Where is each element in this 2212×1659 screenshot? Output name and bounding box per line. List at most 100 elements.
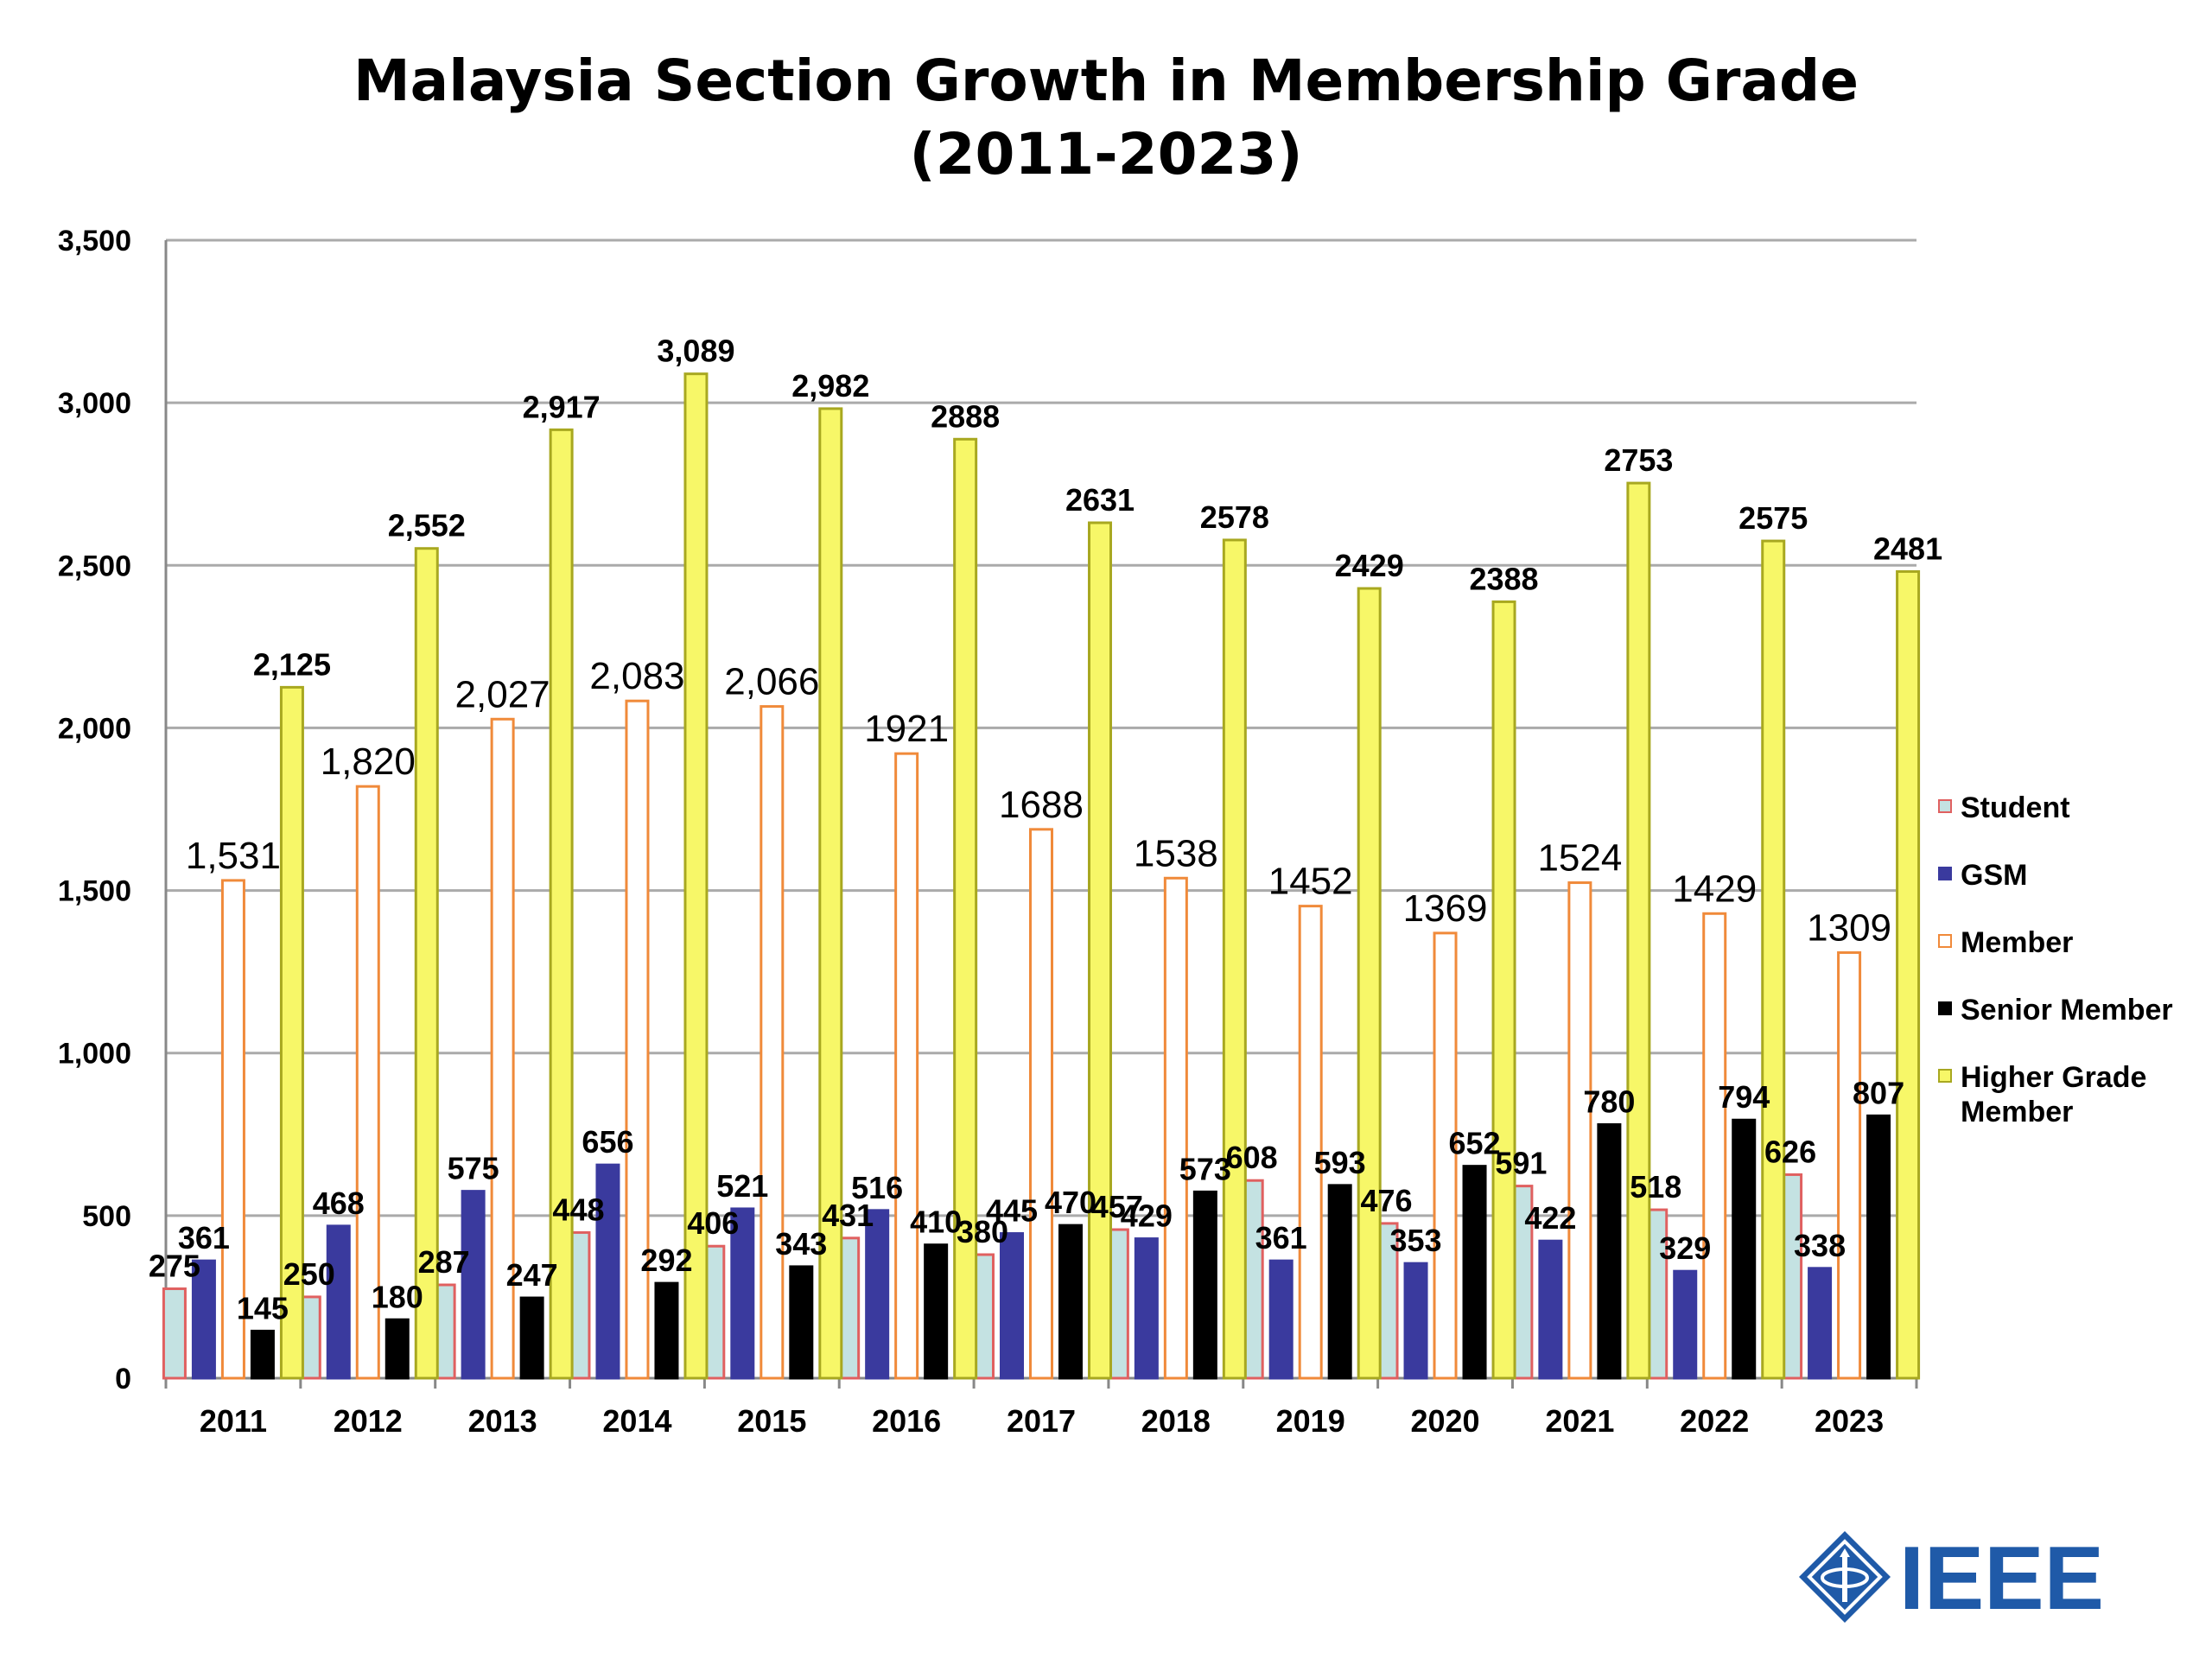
data-label-gsm: 521 — [716, 1168, 768, 1204]
bar-senior-member — [1192, 1190, 1217, 1380]
bar-member — [625, 699, 650, 1380]
data-label-student: 518 — [1630, 1169, 1681, 1205]
bar-senior-member — [250, 1329, 275, 1380]
bar-higher-grade-member — [683, 372, 709, 1380]
bar-member — [1298, 905, 1323, 1380]
bar-senior-member — [1597, 1122, 1622, 1380]
data-label-senior-member: 593 — [1314, 1145, 1366, 1180]
y-tick-label: 1,500 — [58, 875, 131, 908]
data-label-gsm: 329 — [1659, 1230, 1711, 1266]
data-label-senior-member: 470 — [1045, 1185, 1096, 1220]
data-label-member: 2,066 — [724, 661, 819, 703]
bar-member — [760, 705, 785, 1380]
x-tick-label: 2022 — [1680, 1403, 1749, 1439]
data-label-gsm: 575 — [448, 1151, 499, 1186]
y-tick-label: 2,000 — [58, 712, 131, 745]
bar-higher-grade-member — [818, 407, 843, 1380]
bar-higher-grade-member — [1222, 538, 1247, 1380]
data-label-higher-grade-member: 2,982 — [791, 368, 869, 404]
bar-senior-member — [1732, 1118, 1757, 1380]
bar-higher-grade-member — [1626, 481, 1651, 1380]
legend-item-higher-grade-member: Higher Grade Member — [1938, 1060, 2197, 1128]
legend-swatch-senior-member — [1938, 1001, 1952, 1015]
x-tick-label: 2019 — [1276, 1403, 1345, 1439]
data-label-senior-member: 410 — [910, 1205, 962, 1240]
bar-gsm — [730, 1207, 755, 1380]
data-label-gsm: 445 — [986, 1193, 1038, 1229]
bar-senior-member — [519, 1296, 544, 1380]
bar-gsm — [595, 1163, 620, 1380]
data-label-higher-grade-member: 2753 — [1604, 442, 1673, 478]
data-label-senior-member: 807 — [1853, 1075, 1904, 1110]
legend-label-student: Student — [1961, 791, 2070, 824]
bar-member — [1029, 828, 1053, 1380]
data-label-senior-member: 794 — [1718, 1079, 1770, 1115]
bar-student — [162, 1287, 187, 1380]
y-tick-label: 0 — [115, 1363, 131, 1395]
chart-subtitle: (2011-2023) — [909, 121, 1303, 188]
bar-senior-member — [1462, 1165, 1487, 1380]
bar-higher-grade-member — [1491, 600, 1516, 1380]
data-label-member: 1,820 — [321, 741, 416, 783]
bar-higher-grade-member — [953, 437, 978, 1380]
data-label-student: 287 — [418, 1244, 470, 1280]
data-label-student: 626 — [1764, 1134, 1816, 1169]
legend-item-student: Student — [1938, 791, 2197, 858]
data-label-senior-member: 180 — [372, 1279, 423, 1314]
x-tick-label: 2014 — [602, 1403, 671, 1439]
bar-senior-member — [654, 1281, 679, 1380]
bar-gsm — [865, 1209, 890, 1380]
x-tick-label: 2013 — [468, 1403, 537, 1439]
legend-item-member: Member — [1938, 925, 2197, 993]
data-label-member: 1429 — [1672, 868, 1757, 910]
bar-member — [1837, 950, 1862, 1380]
data-label-member: 1538 — [1134, 832, 1218, 874]
bar-gsm — [1808, 1267, 1833, 1380]
legend-label-higher-grade-member: Higher Grade Member — [1961, 1061, 2147, 1128]
ieee-logo-text: IEEE — [1899, 1529, 2104, 1624]
bar-senior-member — [924, 1243, 949, 1380]
data-label-member: 1524 — [1537, 837, 1622, 880]
bar-senior-member — [1327, 1184, 1352, 1380]
data-label-member: 1921 — [864, 708, 949, 750]
data-label-student: 406 — [687, 1205, 739, 1241]
data-label-member: 1,531 — [186, 835, 281, 877]
bar-gsm — [1403, 1262, 1428, 1380]
data-label-student: 476 — [1360, 1183, 1412, 1218]
ieee-diamond-logo-icon — [1799, 1531, 1891, 1623]
legend-swatch-higher-grade-member — [1938, 1069, 1952, 1083]
bar-senior-member — [789, 1265, 814, 1380]
data-label-member: 2,083 — [589, 655, 684, 697]
data-label-senior-member: 145 — [237, 1290, 289, 1325]
bar-member — [1702, 912, 1727, 1380]
bar-higher-grade-member — [1761, 539, 1786, 1380]
bar-higher-grade-member — [279, 685, 304, 1380]
chart-legend: Student GSM Member Senior Member Higher … — [1938, 791, 2197, 1128]
x-tick-label: 2016 — [872, 1403, 941, 1439]
y-tick-label: 3,500 — [58, 225, 131, 257]
data-label-higher-grade-member: 2388 — [1469, 561, 1538, 596]
bar-higher-grade-member — [1088, 521, 1112, 1380]
legend-swatch-member — [1938, 934, 1952, 948]
x-tick-label: 2018 — [1141, 1403, 1211, 1439]
data-label-higher-grade-member: 2,917 — [523, 389, 601, 424]
data-label-gsm: 353 — [1389, 1223, 1441, 1258]
x-tick-label: 2012 — [334, 1403, 403, 1439]
bar-higher-grade-member — [414, 547, 439, 1380]
data-label-gsm: 361 — [1255, 1220, 1307, 1255]
bar-gsm — [326, 1224, 351, 1380]
data-label-higher-grade-member: 2429 — [1335, 548, 1404, 583]
data-label-gsm: 468 — [313, 1185, 365, 1221]
bar-gsm — [1268, 1259, 1294, 1380]
data-label-gsm: 361 — [178, 1220, 230, 1255]
data-label-higher-grade-member: 2481 — [1873, 531, 1942, 566]
data-label-member: 1309 — [1807, 906, 1891, 949]
data-label-higher-grade-member: 2,125 — [253, 646, 331, 682]
data-label-student: 275 — [149, 1249, 200, 1284]
bar-senior-member — [385, 1318, 410, 1380]
data-label-student: 591 — [1495, 1146, 1547, 1181]
data-label-gsm: 656 — [582, 1124, 633, 1160]
bar-senior-member — [1866, 1114, 1891, 1380]
bar-member — [490, 717, 515, 1380]
chart-title: Malaysia Section Growth in Membership Gr… — [353, 48, 1859, 114]
